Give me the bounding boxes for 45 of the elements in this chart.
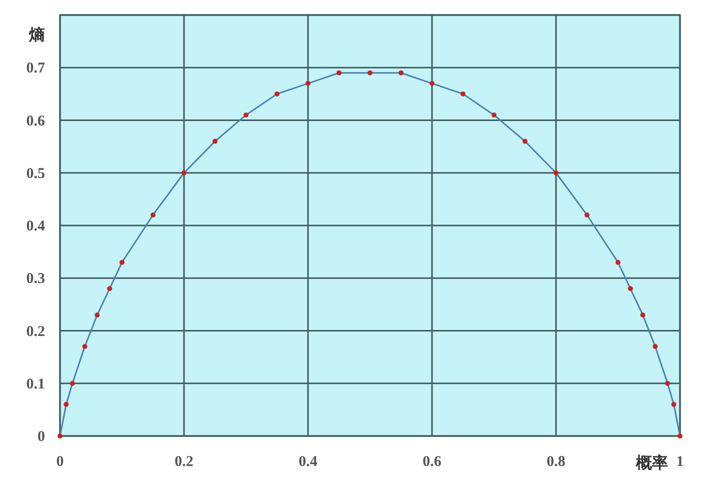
point [182, 170, 186, 176]
x-axis-title: 概率 [635, 453, 668, 472]
point [368, 70, 372, 76]
point [492, 112, 496, 118]
point [336, 70, 342, 76]
point [58, 434, 62, 438]
point [665, 380, 670, 386]
point [554, 170, 558, 176]
x-tick-label: 1 [676, 454, 684, 470]
y-tick-label: 0.3 [26, 271, 45, 288]
y-tick-label: 0.6 [26, 113, 46, 130]
point [82, 344, 88, 350]
y-tick-label: 0.4 [26, 218, 46, 234]
x-tick-label: 0.2 [174, 454, 194, 470]
point [584, 212, 590, 218]
y-tick-label: 0 [38, 429, 45, 445]
point [398, 70, 404, 76]
point [274, 91, 280, 96]
point [671, 402, 676, 407]
point [212, 138, 218, 144]
point [652, 344, 658, 350]
point [64, 402, 69, 407]
point [640, 312, 646, 318]
point [678, 434, 682, 438]
point [150, 212, 156, 218]
point [70, 380, 75, 386]
point [430, 80, 434, 86]
x-tick-label: 0 [56, 454, 64, 470]
point [244, 112, 248, 118]
x-tick-label: 0.4 [298, 454, 318, 470]
y-axis-title: 熵 [28, 25, 45, 44]
point [120, 260, 124, 265]
point [628, 286, 633, 292]
y-tick-label: 0.5 [26, 166, 45, 182]
y-tick-label: 0.2 [26, 324, 45, 340]
x-tick-label: 0.8 [546, 454, 566, 470]
y-tick-label: 0.1 [26, 376, 45, 392]
y-tick-label: 0.7 [26, 60, 46, 77]
point [460, 91, 466, 96]
point [94, 312, 100, 318]
point [522, 138, 528, 144]
point [107, 286, 112, 292]
x-tick-label: 0.6 [422, 454, 442, 470]
point [616, 260, 620, 265]
point [306, 80, 310, 86]
